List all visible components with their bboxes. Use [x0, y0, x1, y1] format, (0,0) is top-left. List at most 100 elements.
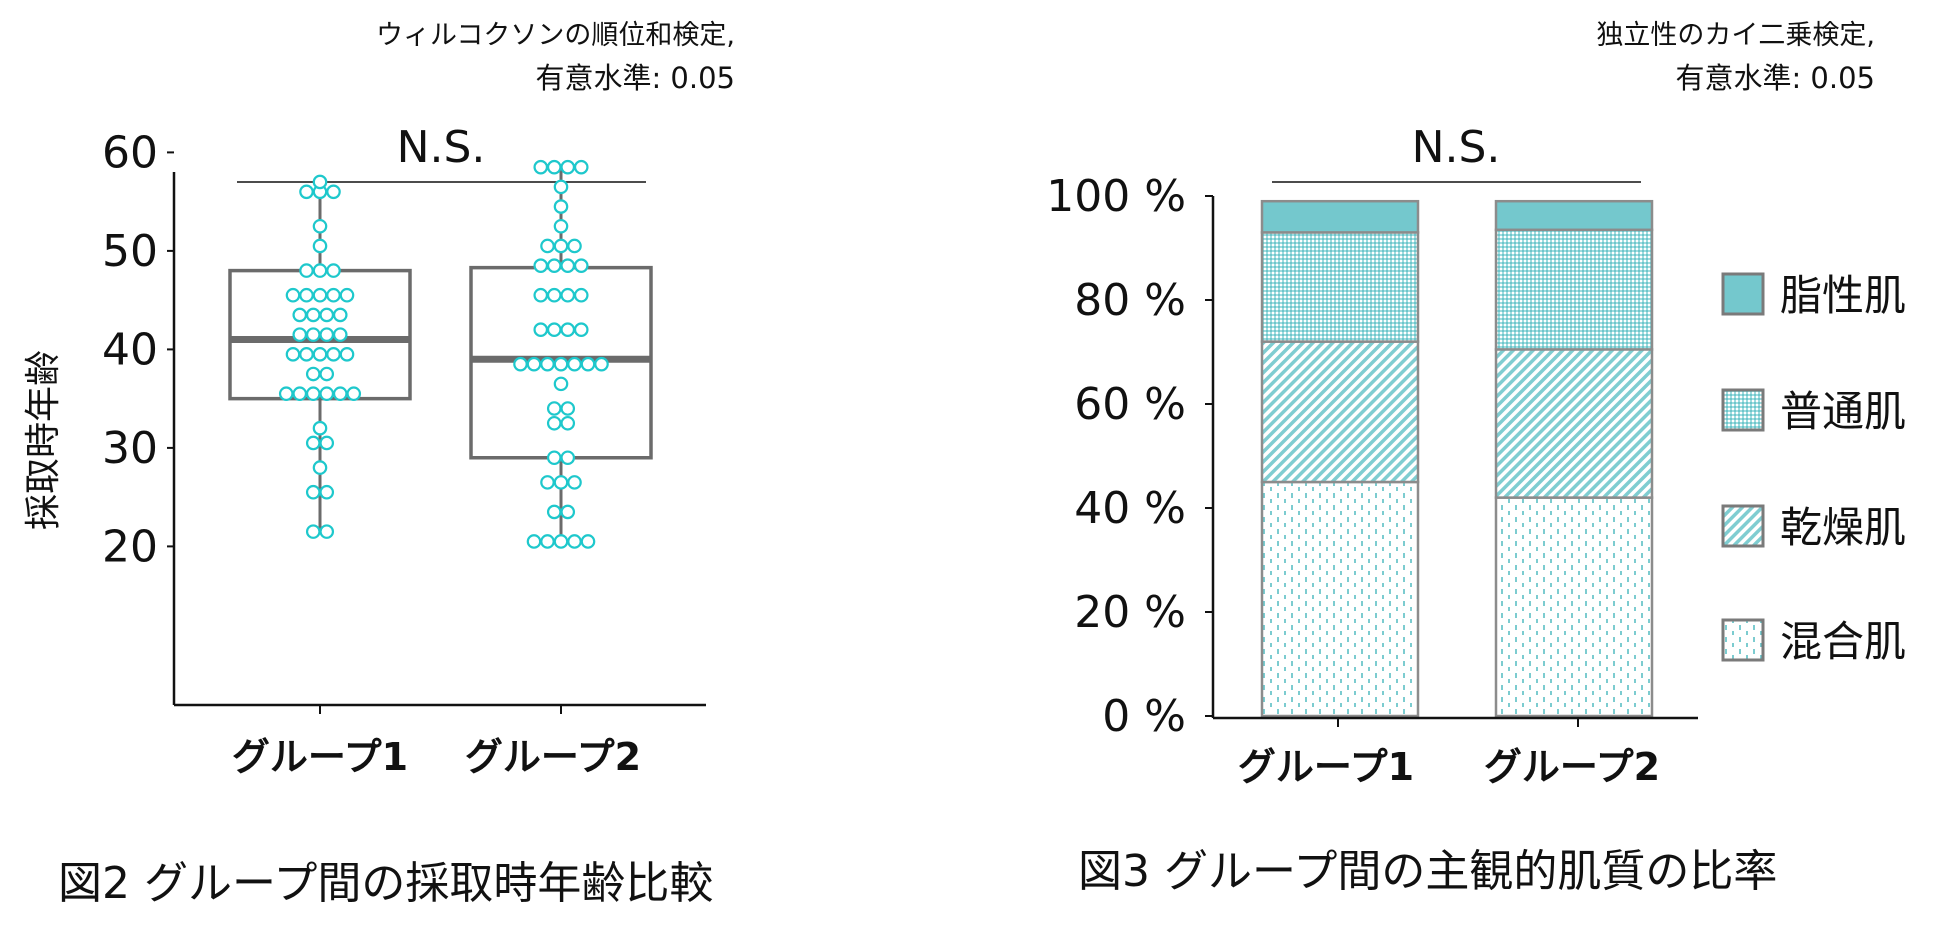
- fig2-data-point: [305, 366, 321, 382]
- fig2-data-point: [312, 218, 328, 234]
- fig2-data-point: [567, 238, 582, 254]
- fig2-data-point: [533, 287, 549, 303]
- fig2-data-point: [513, 356, 528, 372]
- fig2-data-point: [540, 356, 555, 372]
- fig3-test-note-line1: 独立性のカイ二乗検定,: [1596, 20, 1875, 51]
- fig2-data-point: [540, 534, 555, 549]
- fig2-data-point: [285, 287, 301, 303]
- fig3-y-tick-label: 0 %: [1102, 691, 1186, 742]
- fig2-caption: 図2 グループ間の採取時年齢比較: [58, 858, 713, 909]
- fig2-data-point: [319, 484, 335, 500]
- fig2-y-axis-title: 採取時年齢: [23, 350, 64, 530]
- fig2-data-point: [553, 179, 569, 195]
- fig2-data-point: [312, 460, 328, 475]
- fig3-caption: 図3 グループ間の主観的肌質の比率: [1078, 846, 1777, 897]
- fig3-legend-swatch: [1721, 618, 1765, 662]
- fig2-x-tick-label-group2: グループ2: [465, 735, 641, 779]
- fig2-y-tick-label: 50: [102, 226, 158, 277]
- fig3-bar-segment: [1494, 228, 1654, 351]
- fig3-significance-label: N.S.: [1412, 122, 1501, 173]
- fig2-data-point: [533, 159, 549, 175]
- fig2-data-point: [312, 238, 328, 254]
- fig2-data-point: [312, 263, 328, 278]
- fig2-data-point: [319, 435, 335, 451]
- fig2-x-tick-label-group1: グループ1: [232, 735, 408, 779]
- fig2-data-point: [332, 386, 348, 402]
- fig2-data-point: [567, 356, 582, 372]
- fig2-data-point: [292, 327, 308, 342]
- fig2-data-point: [546, 258, 562, 273]
- fig2-data-point: [546, 450, 562, 466]
- fig2-data-point: [560, 401, 576, 416]
- fig2-data-point: [526, 356, 542, 372]
- fig2-y-tick-label: 20: [102, 521, 158, 572]
- fig2-data-point: [305, 435, 321, 451]
- fig2-data-point: [560, 450, 576, 466]
- fig2-data-point: [319, 307, 335, 323]
- fig2-data-point: [312, 420, 328, 436]
- fig2-data-point: [553, 534, 569, 549]
- fig2-data-point: [339, 287, 355, 303]
- fig2-data-point: [546, 415, 562, 431]
- fig2-data-point: [339, 347, 355, 362]
- fig2-data-point: [560, 504, 576, 520]
- fig2-data-point: [560, 159, 576, 175]
- figure-3-stacked-bar: 独立性のカイ二乗検定, 有意水準: 0.05 N.S. 0 % 20 % 40 % 6…: [1046, 20, 1906, 897]
- fig2-test-note-line1: ウィルコクソンの順位和検定,: [376, 20, 735, 51]
- fig3-legend-label: 混合肌: [1780, 617, 1906, 666]
- fig2-data-point: [580, 356, 596, 372]
- fig3-y-tick-label: 100 %: [1046, 171, 1186, 222]
- fig2-data-point: [553, 218, 569, 234]
- fig2-y-tick-label: 40: [102, 324, 158, 375]
- fig2-data-point: [560, 287, 576, 303]
- fig3-y-axis: 0 % 20 % 40 % 60 % 80 % 100 %: [1046, 171, 1215, 742]
- fig2-data-point: [299, 184, 314, 200]
- fig2-data-point: [567, 534, 582, 549]
- fig2-data-point: [573, 159, 589, 175]
- fig2-data-point: [594, 356, 609, 372]
- fig2-data-point: [326, 184, 341, 200]
- fig3-x-tick-label-group2: グループ2: [1484, 745, 1660, 789]
- fig2-data-point: [553, 238, 569, 254]
- fig2-data-point: [305, 327, 321, 342]
- fig2-data-point: [553, 356, 569, 372]
- fig2-data-point: [560, 258, 576, 273]
- fig2-data-point: [292, 307, 308, 323]
- fig3-bars: [1260, 199, 1654, 718]
- fig3-legend-swatch: [1721, 504, 1765, 548]
- fig2-data-point: [332, 327, 348, 342]
- fig3-test-note-line2: 有意水準: 0.05: [1675, 61, 1875, 95]
- fig3-bar-segment: [1494, 199, 1654, 232]
- fig3-bar-segment: [1260, 340, 1420, 484]
- fig2-data-point: [573, 258, 589, 273]
- fig2-data-point: [319, 366, 335, 382]
- fig2-y-axis: 20 30 40 50 60: [102, 127, 176, 705]
- fig2-data-point: [299, 347, 314, 362]
- fig2-data-point: [305, 524, 321, 539]
- fig3-legend-label: 普通肌: [1780, 387, 1906, 436]
- fig2-y-tick-label: 60: [102, 127, 158, 178]
- fig2-data-point: [305, 484, 321, 500]
- fig3-y-tick-label: 80 %: [1074, 275, 1186, 326]
- fig2-data-point: [560, 322, 576, 337]
- fig3-y-tick-label: 40 %: [1074, 483, 1186, 534]
- fig2-data-point: [326, 287, 341, 303]
- fig2-data-point: [319, 524, 335, 539]
- fig2-data-point: [573, 287, 589, 303]
- fig2-data-point: [553, 199, 569, 214]
- fig2-data-point: [546, 287, 562, 303]
- fig2-data-point: [526, 534, 542, 549]
- fig2-data-point: [299, 287, 314, 303]
- fig2-data-point: [292, 386, 308, 402]
- fig2-data-point: [580, 534, 596, 549]
- figure-2-boxplot: ウィルコクソンの順位和検定, 有意水準: 0.05 N.S. 採取時年齢 20 3…: [23, 20, 735, 909]
- fig2-data-point: [312, 287, 328, 303]
- fig2-data-point: [332, 307, 348, 323]
- fig2-data-point: [553, 376, 569, 392]
- fig2-data-point: [546, 401, 562, 416]
- fig2-data-point: [278, 386, 294, 402]
- fig3-y-tick-label: 60 %: [1074, 379, 1186, 430]
- fig3-legend-swatch: [1721, 388, 1765, 432]
